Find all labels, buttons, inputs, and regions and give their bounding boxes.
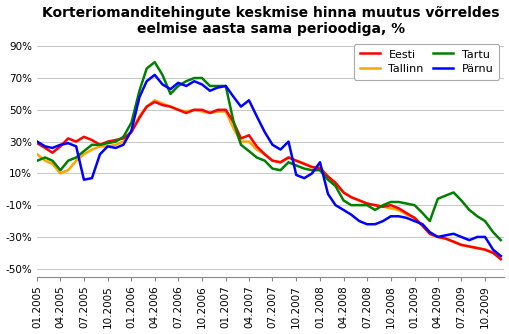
Title: Korteriomanditehingute keskmise hinna muutus võrreldes
eelmise aasta sama perioo: Korteriomanditehingute keskmise hinna mu…: [42, 6, 499, 36]
Line: Pärnu: Pärnu: [37, 75, 500, 256]
Line: Tallinn: Tallinn: [37, 100, 500, 256]
Line: Tartu: Tartu: [37, 62, 500, 240]
Legend: Eesti, Tallinn, Tartu, Pärnu: Eesti, Tallinn, Tartu, Pärnu: [353, 44, 498, 79]
Line: Eesti: Eesti: [37, 102, 500, 259]
